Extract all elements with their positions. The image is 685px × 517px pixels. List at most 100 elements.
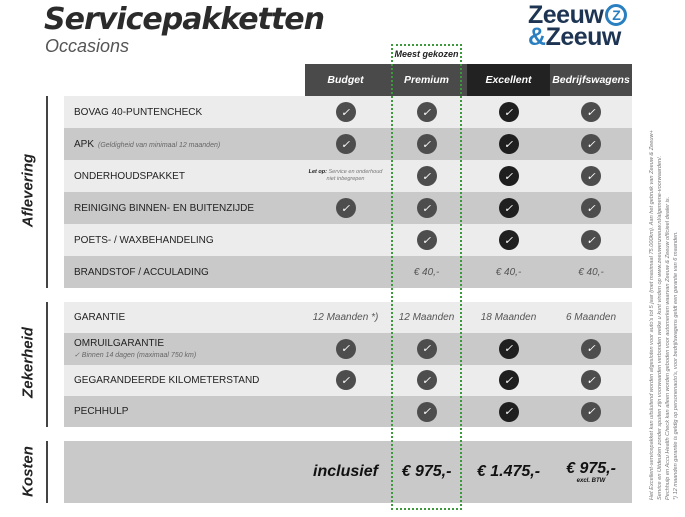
row-label-text: POETS- / WAXBEHANDELING bbox=[74, 234, 214, 246]
check-icon: ✓ bbox=[335, 338, 356, 359]
row-label: ONDERHOUDSPAKKET bbox=[64, 171, 305, 182]
table-row: BRANDSTOF / ACCULADING € 40,- € 40,- € 40,- bbox=[64, 256, 632, 288]
cell-value: € 40,- bbox=[495, 266, 522, 278]
row-label-text: REINIGING BINNEN- EN BUITENZIJDE bbox=[74, 202, 255, 214]
cell-excellent: ✓ bbox=[467, 365, 550, 396]
cell-bedrijfswagens: ✓ bbox=[550, 96, 632, 128]
cell-bedrijfswagens: 6 Maanden bbox=[550, 302, 632, 333]
row-label: BRANDSTOF / ACCULADING bbox=[64, 267, 305, 278]
cell-budget: ✓ bbox=[305, 128, 386, 160]
check-icon: ✓ bbox=[416, 102, 437, 122]
check-icon: ✓ bbox=[416, 370, 437, 391]
cell-bedrijfswagens: ✓ bbox=[550, 333, 632, 364]
check-icon: ✓ bbox=[416, 338, 437, 359]
row-label-text: APK bbox=[74, 138, 95, 150]
cell-excellent: ✓ bbox=[467, 192, 550, 224]
check-icon: ✓ bbox=[498, 230, 519, 250]
logo: Zeeuw Z &Zeeuw bbox=[528, 1, 628, 51]
cell-budget: 12 Maanden *) bbox=[305, 302, 386, 333]
table-row: APK (Geldigheid van minimaal 12 maanden) ✓… bbox=[64, 128, 632, 160]
price-bedrijfswagens: € 975,- excl. BTW bbox=[550, 441, 632, 503]
cell-budget: ✓ bbox=[305, 192, 386, 224]
price-value: € 975,- bbox=[566, 460, 616, 477]
check-icon: ✓ bbox=[581, 134, 601, 154]
check-icon: ✓ bbox=[581, 166, 601, 186]
section-divider bbox=[46, 441, 48, 503]
footnote: Service en Uitdeuken zonder spuiten zijn… bbox=[657, 155, 663, 500]
cell-bedrijfswagens: € 40,- bbox=[550, 256, 632, 288]
table-row: ONDERHOUDSPAKKET Let op: Service en onder… bbox=[64, 160, 632, 192]
cell-excellent: € 40,- bbox=[467, 256, 550, 288]
cell-bedrijfswagens: ✓ bbox=[550, 128, 632, 160]
row-label-text: PECHHULP bbox=[74, 406, 129, 418]
section-divider bbox=[46, 302, 48, 427]
check-icon: ✓ bbox=[335, 370, 356, 391]
table-row: GEGARANDEERDE KILOMETERSTAND ✓ ✓ ✓ ✓ bbox=[64, 364, 632, 396]
table-row: REINIGING BINNEN- EN BUITENZIJDE ✓ ✓ ✓ ✓ bbox=[64, 192, 632, 224]
row-label: GEGARANDEERDE KILOMETERSTAND bbox=[64, 375, 305, 386]
budget-note: Let op: Service en onderhoud niet inbegr… bbox=[305, 169, 386, 183]
note-text: Service en onderhoud niet inbegrepen bbox=[326, 169, 383, 182]
row-label: PECHHULP bbox=[64, 406, 305, 417]
check-icon: ✓ bbox=[416, 134, 437, 154]
col-header-premium: Premium bbox=[386, 64, 467, 96]
cell-value: 12 Maanden *) bbox=[312, 312, 379, 324]
table-row: BOVAG 40-PUNTENCHECK ✓ ✓ ✓ ✓ bbox=[64, 96, 632, 128]
table-row: POETS- / WAXBEHANDELING ✓ ✓ ✓ bbox=[64, 224, 632, 256]
row-note: (Geldigheid van minimaal 12 maanden) bbox=[98, 141, 221, 149]
price-excellent: € 1.475,- bbox=[476, 463, 541, 480]
check-icon: ✓ bbox=[498, 370, 519, 391]
logo-text: Zeeuw bbox=[528, 1, 604, 29]
row-label: POETS- / WAXBEHANDELING bbox=[64, 235, 305, 246]
logo-z-icon: Z bbox=[605, 4, 628, 26]
table-row: OMRUILGARANTIE ✓ Binnen 14 dagen (maximaa… bbox=[64, 333, 632, 365]
cell-bedrijfswagens: ✓ bbox=[550, 192, 632, 224]
cell-excellent: 18 Maanden bbox=[467, 302, 550, 333]
price-budget: inclusief bbox=[313, 463, 378, 480]
check-icon: ✓ bbox=[498, 198, 519, 218]
check-icon: ✓ bbox=[416, 198, 437, 218]
cell-value: € 40,- bbox=[578, 266, 604, 278]
check-icon: ✓ bbox=[335, 198, 356, 218]
footnote: *) 12 maanden garantie is geldig op pers… bbox=[673, 231, 679, 500]
cell-budget: ✓ bbox=[305, 333, 386, 364]
note-bold: Let op: bbox=[308, 169, 327, 175]
footnotes: Het Excellent-servicepakket kan uitsluit… bbox=[648, 60, 680, 500]
cell-bedrijfswagens: ✓ bbox=[550, 396, 632, 427]
cell-excellent: ✓ bbox=[467, 333, 550, 364]
page-subtitle: Occasions bbox=[45, 36, 130, 56]
row-label-text: BRANDSTOF / ACCULADING bbox=[74, 266, 209, 278]
check-icon: ✓ bbox=[498, 102, 519, 122]
col-header-budget: Budget bbox=[305, 64, 386, 96]
check-icon: ✓ bbox=[581, 338, 601, 359]
logo-amp: & bbox=[528, 23, 546, 51]
footnote: Het Excellent-servicepakket kan uitsluit… bbox=[649, 130, 655, 500]
excl-btw: excl. BTW bbox=[576, 478, 606, 484]
cell-excellent: ✓ bbox=[467, 396, 550, 427]
check-icon: ✓ bbox=[581, 370, 601, 391]
row-label: BOVAG 40-PUNTENCHECK bbox=[64, 107, 305, 118]
check-icon: ✓ bbox=[416, 230, 437, 250]
check-icon: ✓ bbox=[498, 401, 519, 422]
table-row: GARANTIE 12 Maanden *) 12 Maanden 18 Maande… bbox=[64, 302, 632, 334]
cell-premium: ✓ bbox=[386, 96, 467, 128]
check-icon: ✓ bbox=[416, 166, 437, 186]
cell-premium: 12 Maanden bbox=[386, 302, 467, 333]
cell-premium: ✓ bbox=[386, 333, 467, 364]
cell-budget: ✓ bbox=[305, 96, 386, 128]
check-icon: ✓ bbox=[335, 102, 356, 122]
cell-premium: ✓ bbox=[386, 365, 467, 396]
footnote: Pechhulp en Accu Health Check kan alleen… bbox=[665, 196, 671, 500]
check-icon: ✓ bbox=[581, 230, 601, 250]
cell-budget bbox=[305, 256, 386, 288]
cell-excellent: ✓ bbox=[467, 160, 550, 192]
cell-excellent: ✓ bbox=[467, 224, 550, 256]
col-header-bedrijfswagens: Bedrijfswagens bbox=[550, 64, 632, 96]
row-label: REINIGING BINNEN- EN BUITENZIJDE bbox=[64, 203, 305, 214]
page-title: Servicepakketten bbox=[44, 2, 325, 37]
kosten-row: inclusief € 975,- € 1.475,- € 975,- excl.… bbox=[64, 441, 632, 503]
cell-bedrijfswagens: ✓ bbox=[550, 224, 632, 256]
logo-text-2: Zeeuw bbox=[545, 23, 622, 51]
col-header-excellent: Excellent bbox=[467, 64, 550, 96]
cell-premium: € 40,- bbox=[386, 256, 467, 288]
